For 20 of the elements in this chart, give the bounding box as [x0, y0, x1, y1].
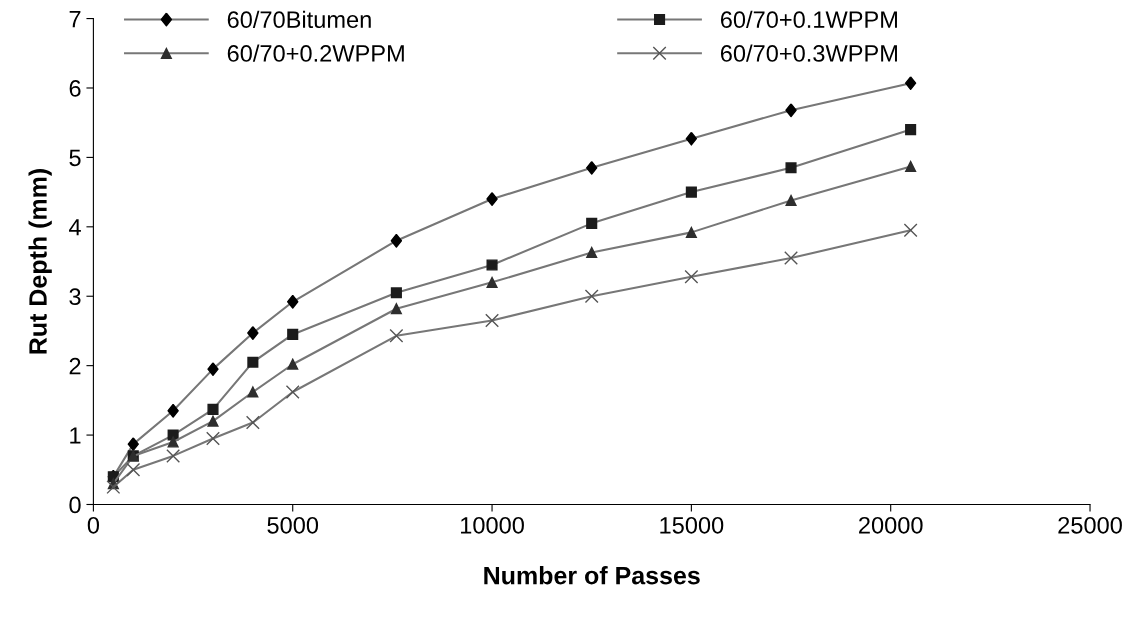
- y-tick-label: 0: [69, 496, 81, 514]
- x-axis-title: Number of Passes: [484, 566, 700, 585]
- x-tick-label: 5000: [267, 516, 319, 534]
- y-tick-label: 7: [69, 10, 81, 28]
- x-tick-label: 20000: [859, 516, 923, 534]
- y-tick-label: 2: [69, 357, 81, 375]
- legend-label: 60/70+0.1WPPM: [720, 10, 897, 29]
- x-tick-label: 0: [87, 516, 100, 534]
- y-tick-label: 6: [69, 80, 81, 97]
- y-tick-label: 3: [69, 288, 81, 306]
- x-tick-label: 25000: [1058, 516, 1122, 534]
- y-axis-title: Rut Depth (mm): [28, 169, 52, 354]
- y-tick-label: 1: [70, 427, 81, 444]
- legend-label: 60/70+0.3WPPM: [720, 44, 897, 62]
- y-tick-label: 5: [69, 149, 81, 167]
- legend-label: 60/70+0.2WPPM: [227, 44, 404, 62]
- x-tick-label: 10000: [461, 516, 524, 534]
- y-tick-label: 4: [69, 219, 81, 236]
- legend-label: 60/70Bitumen: [227, 10, 371, 29]
- x-tick-label: 15000: [660, 516, 724, 534]
